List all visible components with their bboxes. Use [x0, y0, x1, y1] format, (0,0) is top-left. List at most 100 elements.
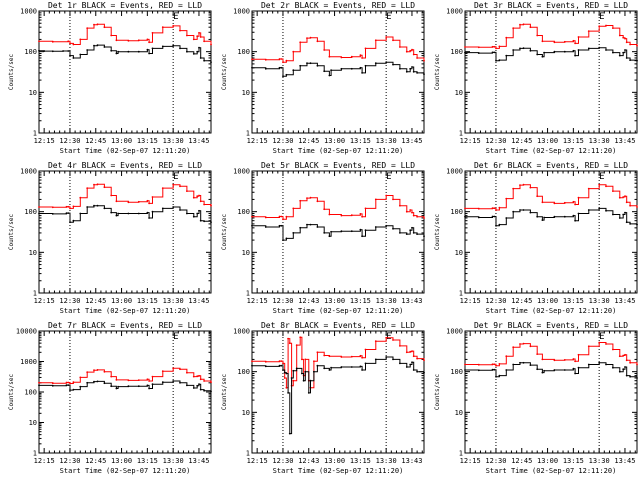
data-point-events: [96, 204, 99, 207]
x-tick-label: 13:45: [188, 137, 209, 145]
x-tick-label: 12:30: [272, 137, 293, 145]
data-point-lld: [574, 203, 576, 206]
data-point-events: [72, 219, 75, 222]
data-point-events: [323, 367, 326, 370]
y-tick-label: 10: [29, 89, 37, 97]
data-point-lld: [536, 195, 539, 198]
data-point-events: [103, 382, 106, 385]
x-axis-label: Start Time (02-Sep-07 12:11:20): [273, 467, 404, 475]
y-tick-label: 1: [459, 130, 463, 138]
data-point-events: [541, 371, 544, 374]
data-point-events: [495, 375, 497, 378]
data-point-lld: [505, 36, 508, 39]
x-tick-label: 13:30: [376, 297, 397, 305]
data-point-lld: [605, 185, 607, 188]
data-point-lld: [399, 204, 401, 207]
series-line-events: [465, 47, 638, 62]
data-point-events: [618, 54, 621, 57]
x-tick-label: 12:30: [485, 137, 506, 145]
data-point-lld: [529, 26, 532, 29]
series-line-lld: [252, 36, 425, 63]
y-tick-label: 1000: [20, 168, 37, 176]
data-point-lld: [110, 34, 113, 37]
data-point-events: [110, 385, 113, 388]
data-point-events: [505, 369, 508, 371]
data-point-events: [79, 385, 82, 388]
data-point-lld: [323, 49, 326, 51]
data-point-events: [364, 64, 367, 67]
series-line-events: [465, 207, 638, 227]
x-tick-label: 12:30: [272, 297, 293, 305]
data-point-lld: [38, 206, 40, 208]
data-point-events: [505, 217, 508, 219]
data-point-events: [361, 369, 363, 371]
data-point-lld: [278, 58, 281, 60]
data-point-events: [350, 230, 353, 233]
data-point-lld: [264, 58, 267, 61]
data-point-lld: [495, 47, 497, 50]
y-tick-label: 1: [33, 290, 37, 298]
data-point-lld: [93, 369, 95, 372]
data-point-events: [618, 217, 621, 219]
x-tick-label: 13:00: [537, 297, 558, 305]
data-point-lld: [577, 353, 580, 356]
x-tick-label: 12:45: [85, 457, 106, 465]
data-point-events: [117, 385, 119, 388]
data-point-events: [148, 387, 151, 390]
data-point-lld: [374, 39, 377, 42]
mark-label: E: [173, 172, 178, 182]
data-point-events: [79, 212, 82, 215]
data-point-lld: [199, 200, 202, 203]
data-point-events: [350, 366, 353, 368]
data-point-events: [464, 215, 466, 218]
data-point-lld: [423, 217, 425, 219]
data-point-lld: [519, 343, 521, 345]
y-tick-label: 1000: [446, 8, 463, 16]
data-point-events: [299, 226, 302, 229]
data-point-lld: [86, 371, 89, 373]
series-line-events: [39, 205, 212, 223]
x-axis-label: Start Time (02-Sep-07 12:11:20): [273, 147, 404, 155]
data-point-events: [278, 66, 281, 69]
plot-frame: [38, 330, 212, 454]
x-tick-label: 12:30: [485, 297, 506, 305]
data-point-events: [505, 54, 508, 57]
data-point-events: [309, 62, 312, 65]
data-point-lld: [79, 376, 82, 379]
data-point-events: [625, 374, 628, 377]
series-line-lld: [252, 195, 425, 220]
data-point-events: [186, 384, 188, 387]
data-point-lld: [137, 39, 140, 42]
data-point-lld: [364, 47, 367, 50]
data-point-events: [598, 361, 601, 364]
data-point-events: [491, 368, 494, 371]
data-point-events: [330, 366, 332, 369]
y-tick-label: 1000: [233, 8, 250, 16]
data-point-events: [464, 51, 466, 54]
data-point-events: [313, 370, 315, 373]
data-point-events: [280, 224, 283, 227]
data-point-events: [103, 207, 106, 210]
data-point-events: [541, 55, 544, 58]
data-point-events: [127, 385, 130, 388]
data-point-events: [295, 367, 298, 370]
y-tick-label: 100: [237, 48, 250, 56]
data-point-events: [110, 49, 113, 52]
panel-title: Det 1r BLACK = Events, RED = LLD: [48, 1, 202, 10]
data-point-lld: [409, 209, 412, 211]
data-point-events: [288, 432, 291, 435]
data-point-events: [625, 221, 628, 224]
data-point-events: [251, 224, 253, 227]
data-point-lld: [328, 355, 331, 358]
data-point-lld: [392, 39, 394, 42]
data-point-events: [196, 384, 199, 387]
data-point-lld: [282, 61, 284, 64]
data-point-lld: [283, 377, 286, 379]
data-point-lld: [72, 205, 75, 208]
data-point-lld: [563, 359, 566, 361]
x-tick-label: 13:30: [376, 137, 397, 145]
x-tick-label: 13:45: [614, 137, 635, 145]
data-point-events: [127, 212, 130, 215]
data-point-events: [198, 209, 200, 212]
